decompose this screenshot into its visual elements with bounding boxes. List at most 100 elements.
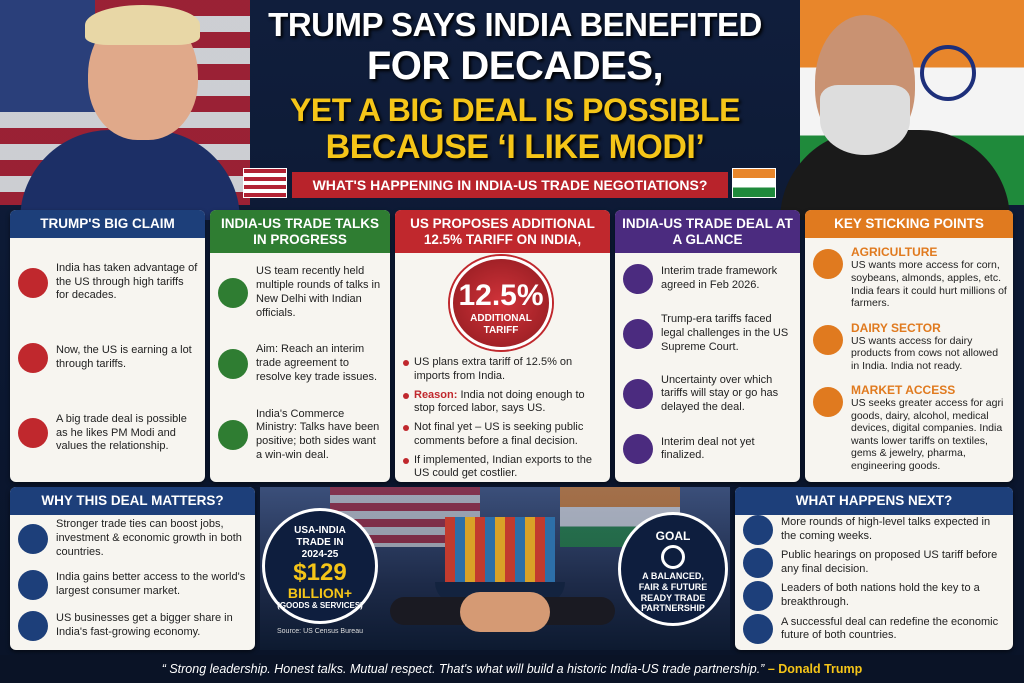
icon (218, 348, 248, 379)
item-text: Interim trade framework agreed in Feb 20… (661, 264, 778, 291)
item: India has taken advantage of the US thro… (18, 262, 199, 303)
tariff-badge: 12.5% ADDITIONAL TARIFF (450, 256, 552, 350)
item: Stronger trade ties can boost jobs, inve… (18, 518, 249, 559)
icon (218, 277, 248, 308)
panel-title: KEY STICKING POINTS (805, 210, 1013, 238)
item: Leaders of both nations hold the key to … (743, 581, 1007, 612)
item-heading: AGRICULTURE (851, 245, 938, 260)
bullet-text: US plans extra tariff of 12.5% on import… (414, 356, 573, 382)
matters-panel: WHY THIS DEAL MATTERS? Stronger trade ti… (10, 487, 255, 650)
us-flag-icon (243, 168, 287, 198)
item-text: Trump-era tariffs faced legal challenges… (661, 313, 789, 353)
icon (743, 581, 773, 612)
item: MARKET ACCESS US seeks greater access for… (813, 383, 1007, 473)
item-list: Stronger trade ties can boost jobs, inve… (18, 513, 249, 646)
item-list: More rounds of high-level talks expected… (743, 513, 1007, 646)
item: US team recently held multiple rounds of… (218, 265, 384, 320)
panel-title: WHAT HAPPENS NEXT? (735, 487, 1013, 515)
bullet-lead: Reason: (414, 388, 458, 401)
icon (813, 324, 843, 355)
item-text: A big trade deal is possible as he likes… (56, 412, 187, 453)
item: Aim: Reach an interim trade agreement to… (218, 343, 384, 384)
us-flag-canton (0, 0, 95, 112)
icon (743, 547, 773, 578)
item-text: US seeks greater access for agri goods, … (851, 397, 1004, 472)
bullets: US plans extra tariff of 12.5% on import… (403, 356, 604, 482)
item-text: US team recently held multiple rounds of… (256, 265, 381, 319)
bullet-body: US plans extra tariff of 12.5% on import… (414, 356, 604, 384)
source: Source: US Census Bureau (277, 628, 363, 635)
item: Public hearings on proposed US tariff be… (743, 547, 1007, 578)
icon (623, 263, 653, 294)
item: Interim deal not yet finalized. (623, 434, 794, 465)
title-line: BECAUSE ‘I LIKE MODI’ (325, 128, 705, 166)
icon (743, 614, 773, 645)
item-text: US wants access for dairy products from … (851, 334, 999, 372)
item-text: A successful deal can redefine the econo… (781, 615, 999, 642)
quote-bar: “ Strong leadership. Honest talks. Mutua… (0, 655, 1024, 683)
icon (218, 420, 248, 451)
panel-title: TRUMP'S BIG CLAIM (10, 210, 205, 238)
item-body: AGRICULTURE US wants more access for corn… (851, 245, 1007, 309)
handshake (460, 592, 550, 632)
glance-panel: INDIA-US TRADE DEAL AT A GLANCE Interim … (615, 210, 800, 482)
bullet: Not final yet – US is seeking public com… (403, 421, 604, 449)
icon (743, 514, 773, 545)
item: US businesses get a bigger share in Indi… (18, 610, 249, 641)
item: Trump-era tariffs faced legal challenges… (623, 313, 794, 354)
item-heading: MARKET ACCESS (851, 383, 956, 398)
quote-author: – Donald Trump (767, 662, 863, 676)
tariff-panel: US PROPOSES ADDITIONAL 12.5% TARIFF ON I… (395, 210, 610, 482)
icon (18, 342, 48, 373)
item-body: DAIRY SECTOR US wants access for dairy pr… (851, 321, 1007, 373)
goal-circle: GOAL A BALANCED, FAIR & FUTURE READY TRA… (618, 512, 728, 626)
trade-note: (GOODS & SERVICES) (277, 601, 363, 610)
item: Now, the US is earning a lot through tar… (18, 342, 199, 373)
bullet-dot (403, 392, 409, 399)
bullet-body: If implemented, Indian exports to the US… (414, 454, 604, 482)
figure-beard (820, 85, 910, 155)
panel-title: US PROPOSES ADDITIONAL 12.5% TARIFF ON I… (395, 210, 610, 254)
title-line: TRUMP SAYS INDIA BENEFITED (268, 6, 762, 43)
trade-unit: BILLION+ (287, 585, 353, 601)
badge-value: 12.5% (458, 279, 544, 312)
goal-heading: GOAL (655, 529, 691, 543)
icon (813, 249, 843, 280)
figure-hair (85, 5, 200, 45)
item: Interim trade framework agreed in Feb 20… (623, 263, 794, 294)
icon (813, 387, 843, 418)
item-list: US team recently held multiple rounds of… (218, 254, 384, 474)
sticking-panel: KEY STICKING POINTS AGRICULTURE US wants … (805, 210, 1013, 482)
bullet-text: If implemented, Indian exports to the US… (414, 453, 592, 480)
badge-label: ADDITIONAL TARIFF (470, 313, 532, 336)
panel-title: INDIA-US TRADE TALKS IN PROGRESS (210, 210, 390, 254)
item-text: India has taken advantage of the US thro… (56, 261, 198, 302)
header: TRUMP SAYS INDIA BENEFITED FOR DECADES, … (230, 0, 800, 170)
item-body: MARKET ACCESS US seeks greater access for… (851, 383, 1007, 473)
bullet-body: Reason: India not doing enough to stop f… (414, 389, 604, 417)
item: India gains better access to the world's… (18, 570, 249, 601)
item: A successful deal can redefine the econo… (743, 614, 1007, 645)
item-text: India gains better access to the world's… (56, 571, 246, 598)
item-list: Interim trade framework agreed in Feb 20… (623, 254, 794, 474)
icon (623, 318, 653, 349)
bullet-dot (403, 360, 409, 366)
icon (18, 610, 48, 641)
sticking-list: AGRICULTURE US wants more access for corn… (813, 240, 1007, 478)
icon (18, 267, 48, 298)
item-text: Interim deal not yet finalized. (661, 435, 755, 462)
icon (18, 523, 48, 554)
item-list: India has taken advantage of the US thro… (18, 242, 199, 474)
icon (623, 434, 653, 465)
bullet: If implemented, Indian exports to the US… (403, 454, 604, 482)
item-text: Now, the US is earning a lot through tar… (56, 344, 192, 370)
bullet: Reason: India not doing enough to stop f… (403, 389, 604, 417)
icon (18, 418, 48, 449)
item: India's Commerce Ministry: Talks have be… (218, 408, 384, 463)
bullet-body: Not final yet – US is seeking public com… (414, 421, 604, 449)
item-text: US businesses get a bigger share in Indi… (56, 611, 233, 638)
chakra (920, 45, 976, 101)
icon (623, 379, 653, 410)
item-text: India's Commerce Ministry: Talks have be… (256, 407, 380, 461)
